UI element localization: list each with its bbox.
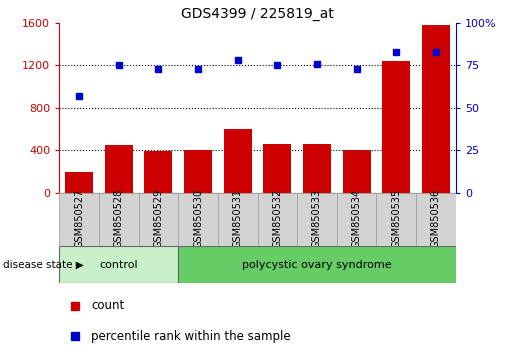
- Bar: [65, 172, 93, 193]
- Text: percentile rank within the sample: percentile rank within the sample: [91, 330, 290, 343]
- FancyBboxPatch shape: [139, 193, 178, 246]
- Text: disease state ▶: disease state ▶: [3, 259, 83, 270]
- Bar: [383, 61, 410, 193]
- Bar: [343, 150, 370, 193]
- FancyBboxPatch shape: [376, 193, 416, 246]
- FancyBboxPatch shape: [337, 193, 376, 246]
- Text: GSM850527: GSM850527: [74, 189, 84, 248]
- Bar: [184, 150, 212, 193]
- Bar: [105, 145, 132, 193]
- Bar: [303, 144, 331, 193]
- FancyBboxPatch shape: [59, 246, 178, 283]
- FancyBboxPatch shape: [258, 193, 297, 246]
- FancyBboxPatch shape: [99, 193, 139, 246]
- Text: GSM850529: GSM850529: [153, 189, 163, 248]
- FancyBboxPatch shape: [178, 246, 456, 283]
- Text: GSM850528: GSM850528: [114, 189, 124, 248]
- Text: polycystic ovary syndrome: polycystic ovary syndrome: [242, 259, 392, 270]
- Text: GSM850535: GSM850535: [391, 189, 401, 248]
- FancyBboxPatch shape: [218, 193, 258, 246]
- FancyBboxPatch shape: [178, 193, 218, 246]
- Bar: [422, 25, 450, 193]
- Text: GSM850533: GSM850533: [312, 189, 322, 248]
- Bar: [264, 144, 291, 193]
- Text: count: count: [91, 299, 124, 312]
- Text: GSM850531: GSM850531: [233, 189, 243, 248]
- FancyBboxPatch shape: [416, 193, 456, 246]
- Text: GSM850536: GSM850536: [431, 189, 441, 248]
- Bar: [224, 129, 251, 193]
- Bar: [145, 151, 172, 193]
- Text: GSM850532: GSM850532: [272, 189, 282, 248]
- FancyBboxPatch shape: [297, 193, 337, 246]
- FancyBboxPatch shape: [59, 193, 99, 246]
- Title: GDS4399 / 225819_at: GDS4399 / 225819_at: [181, 7, 334, 21]
- Text: GSM850530: GSM850530: [193, 189, 203, 248]
- Text: control: control: [99, 259, 138, 270]
- Text: GSM850534: GSM850534: [352, 189, 362, 248]
